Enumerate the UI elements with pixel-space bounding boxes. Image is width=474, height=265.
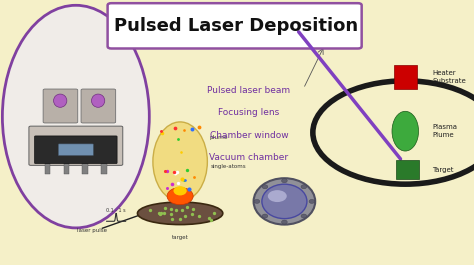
Bar: [394, 65, 417, 89]
Text: Vacuum chamber: Vacuum chamber: [210, 153, 288, 162]
Ellipse shape: [2, 5, 149, 228]
Ellipse shape: [262, 185, 268, 189]
FancyBboxPatch shape: [58, 144, 93, 156]
Ellipse shape: [262, 184, 307, 219]
Ellipse shape: [301, 214, 307, 218]
Circle shape: [313, 81, 474, 184]
Text: laser pulse: laser pulse: [77, 228, 108, 233]
FancyBboxPatch shape: [29, 126, 123, 165]
Ellipse shape: [282, 220, 287, 224]
Text: 0.1 - 1 s: 0.1 - 1 s: [106, 208, 126, 213]
Bar: [45, 163, 50, 174]
Ellipse shape: [254, 178, 315, 225]
FancyBboxPatch shape: [108, 3, 362, 48]
FancyBboxPatch shape: [35, 136, 117, 164]
Bar: [82, 163, 88, 174]
Ellipse shape: [173, 186, 187, 196]
Ellipse shape: [282, 179, 287, 183]
Text: Pulsed Laser Deposition: Pulsed Laser Deposition: [113, 17, 358, 35]
FancyBboxPatch shape: [81, 89, 116, 123]
Text: Focusing lens: Focusing lens: [218, 108, 280, 117]
Bar: [396, 160, 419, 179]
Text: single-atoms: single-atoms: [211, 164, 246, 169]
Text: Pulsed laser beam: Pulsed laser beam: [207, 86, 291, 95]
Ellipse shape: [268, 190, 287, 202]
Text: Heater
Substrate: Heater Substrate: [432, 70, 466, 83]
Ellipse shape: [309, 200, 315, 204]
Text: target: target: [172, 235, 189, 240]
Text: plume: plume: [210, 135, 228, 140]
FancyBboxPatch shape: [43, 89, 78, 123]
Ellipse shape: [301, 185, 307, 189]
Ellipse shape: [91, 94, 105, 107]
Ellipse shape: [54, 94, 67, 107]
Ellipse shape: [262, 214, 268, 218]
Ellipse shape: [392, 111, 419, 151]
Text: Chamber window: Chamber window: [210, 131, 288, 140]
Ellipse shape: [153, 122, 207, 201]
Bar: [101, 163, 107, 174]
Bar: [64, 163, 69, 174]
Ellipse shape: [137, 202, 223, 225]
Ellipse shape: [254, 200, 260, 204]
Ellipse shape: [167, 188, 193, 205]
Text: Target: Target: [432, 167, 454, 173]
Text: Plasma
Plume: Plasma Plume: [432, 125, 457, 138]
